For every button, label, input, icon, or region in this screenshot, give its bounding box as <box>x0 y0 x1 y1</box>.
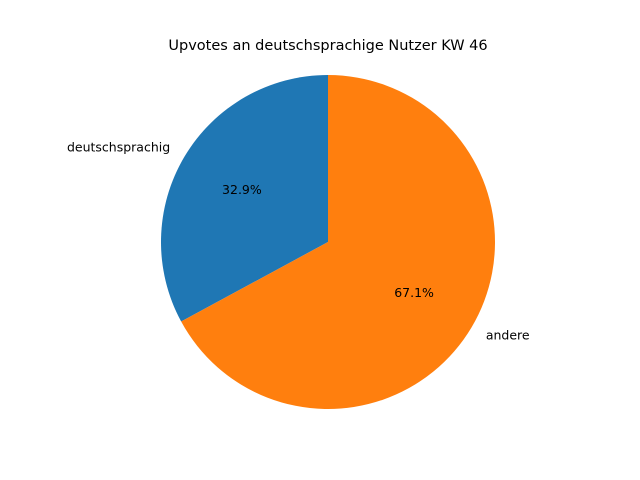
pie-slice-label: deutschsprachig <box>67 139 170 154</box>
pie-slice-1 <box>160 75 328 322</box>
chart-title: Upvotes an deutschsprachige Nutzer KW 46 <box>168 38 487 54</box>
pie-slice-percentage: 32.9% <box>222 182 262 197</box>
pie-slice-label: andere <box>486 328 530 343</box>
pie-slice-percentage: 67.1% <box>394 285 434 300</box>
pie-labels: deutschsprachig 32.9% andere 67.1% <box>67 139 530 342</box>
pie-slice-2 <box>181 75 496 409</box>
pie-slices <box>160 75 496 409</box>
